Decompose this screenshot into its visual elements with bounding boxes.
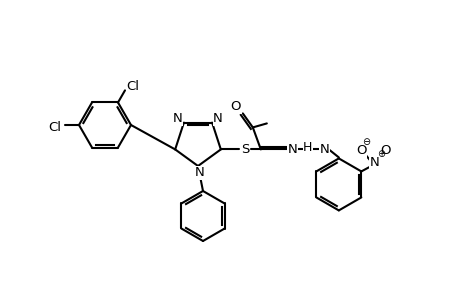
- Text: Cl: Cl: [126, 80, 139, 93]
- Text: N: N: [173, 112, 182, 125]
- Text: N: N: [287, 143, 297, 156]
- Text: O: O: [380, 144, 390, 157]
- Text: N: N: [195, 167, 204, 179]
- Text: ⊖: ⊖: [362, 137, 369, 147]
- Text: N: N: [369, 156, 379, 169]
- Text: S: S: [240, 143, 248, 156]
- Text: O: O: [355, 144, 366, 157]
- Text: H: H: [302, 141, 312, 154]
- Text: ⊕: ⊕: [376, 149, 385, 159]
- Text: N: N: [319, 143, 329, 156]
- Text: O: O: [230, 100, 241, 113]
- Text: Cl: Cl: [48, 121, 62, 134]
- Text: N: N: [213, 112, 223, 125]
